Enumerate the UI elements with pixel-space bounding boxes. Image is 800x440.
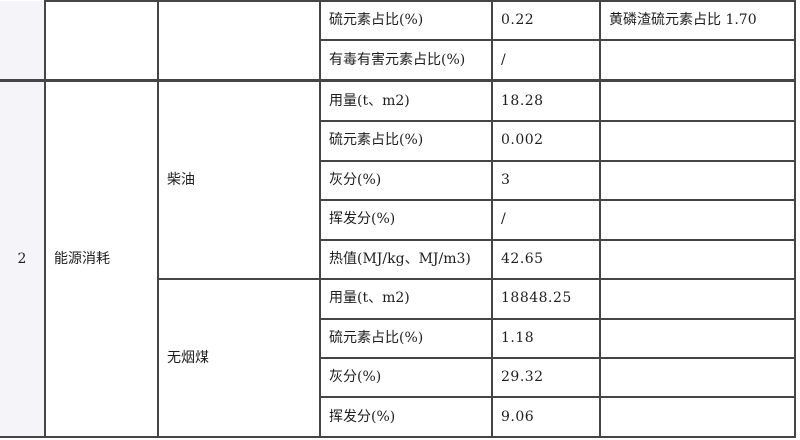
value-cell: 42.65 <box>491 238 601 281</box>
table-row: 硫元素占比(%) 0.002 <box>0 120 796 162</box>
note-cell <box>599 356 796 399</box>
material-cell-diesel: 柴油 <box>157 79 321 281</box>
note-cell: 黄磷渣硫元素占比 1.70 <box>599 0 796 42</box>
note-cell <box>599 159 796 202</box>
index-cell-previous-section <box>0 1 46 82</box>
table-row: 2 能源消耗 柴油 用量(t、m2) 18.28 <box>0 79 796 439</box>
category-cell-energy: 能源消耗 <box>44 79 159 439</box>
value-cell: 0.002 <box>491 120 601 162</box>
table-row: 挥发分(%) 9.06 <box>0 396 796 438</box>
note-cell <box>599 79 796 123</box>
table-row: 有毒有害元素占比(%) / <box>0 39 796 82</box>
value-cell: / <box>491 39 601 82</box>
param-cell: 挥发分(%) <box>319 199 493 241</box>
table-row: 灰分(%) 29.32 <box>0 356 796 399</box>
param-cell: 灰分(%) <box>319 159 493 202</box>
material-cell-previous-section <box>157 0 321 82</box>
value-cell: 3 <box>491 159 601 202</box>
note-cell <box>599 238 796 281</box>
note-cell <box>599 199 796 241</box>
table-row: 无烟煤 用量(t、m2) 18848.25 <box>0 278 796 438</box>
param-cell: 硫元素占比(%) <box>319 0 493 42</box>
note-cell <box>599 39 796 82</box>
param-cell: 灰分(%) <box>319 356 493 399</box>
note-cell <box>599 317 796 359</box>
note-cell <box>599 278 796 320</box>
table-row: 硫元素占比(%) 0.22 黄磷渣硫元素占比 1.70 <box>0 0 796 82</box>
param-cell: 挥发分(%) <box>319 396 493 438</box>
table-row: 挥发分(%) / <box>0 199 796 241</box>
param-cell: 热值(MJ/kg、MJ/m3) <box>319 238 493 281</box>
param-cell: 硫元素占比(%) <box>319 120 493 162</box>
value-cell: / <box>491 199 601 241</box>
value-cell: 29.32 <box>491 356 601 399</box>
note-cell <box>599 396 796 438</box>
table-row: 灰分(%) 3 <box>0 159 796 202</box>
param-cell: 用量(t、m2) <box>319 79 493 123</box>
value-cell: 1.18 <box>491 317 601 359</box>
category-cell-previous-section <box>44 0 159 82</box>
index-cell-section-2: 2 <box>0 79 46 439</box>
param-cell: 有毒有害元素占比(%) <box>319 39 493 82</box>
param-cell: 用量(t、m2) <box>319 278 493 320</box>
value-cell: 18.28 <box>491 79 601 123</box>
value-cell: 9.06 <box>491 396 601 438</box>
param-cell: 硫元素占比(%) <box>319 317 493 359</box>
value-cell: 18848.25 <box>491 278 601 320</box>
table-row: 热值(MJ/kg、MJ/m3) 42.65 <box>0 238 796 281</box>
material-cell-anthracite: 无烟煤 <box>157 278 321 438</box>
table-row: 硫元素占比(%) 1.18 <box>0 317 796 359</box>
note-cell <box>599 120 796 162</box>
value-cell: 0.22 <box>491 0 601 42</box>
